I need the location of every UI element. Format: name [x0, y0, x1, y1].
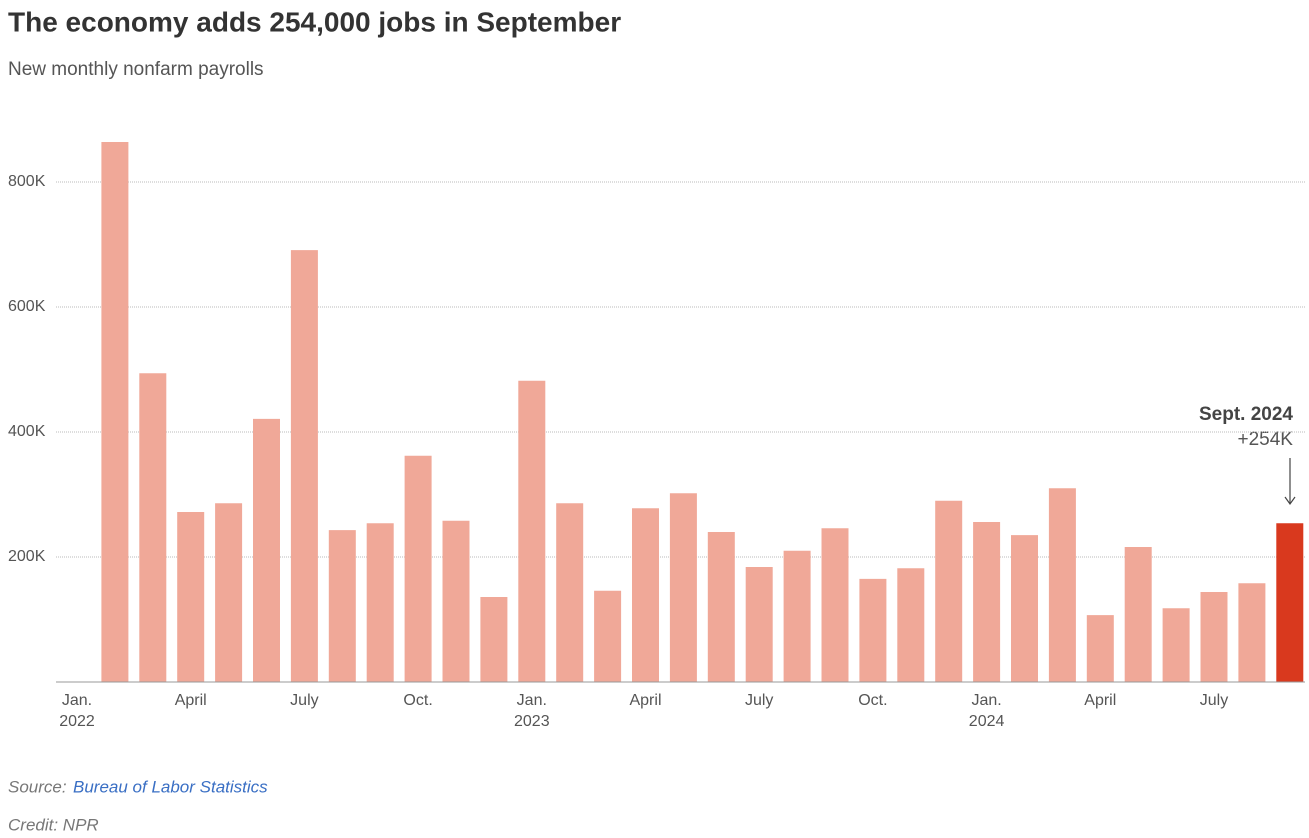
- credit: Credit: NPR: [8, 815, 99, 834]
- bar: [1238, 583, 1266, 682]
- x-tick-label: Jan.: [62, 692, 92, 709]
- x-tick-label: Oct.: [858, 692, 887, 709]
- chart-title: The economy adds 254,000 jobs in Septemb…: [8, 6, 621, 37]
- x-tick-label: Jan.: [971, 692, 1001, 709]
- bar: [404, 455, 432, 682]
- x-tick-label: April: [629, 692, 661, 709]
- bar: [1086, 615, 1114, 682]
- source-link[interactable]: Bureau of Labor Statistics: [73, 777, 268, 796]
- annotation-arrowhead: [1284, 496, 1296, 506]
- bar: [632, 508, 659, 682]
- bar: [707, 532, 735, 682]
- x-tick-label: April: [175, 692, 207, 709]
- bar: [253, 418, 280, 682]
- bar: [859, 578, 887, 682]
- bar: [935, 500, 963, 682]
- bar: [594, 590, 622, 682]
- bar: [1124, 547, 1152, 682]
- bar: [101, 142, 129, 682]
- bar: [783, 550, 811, 682]
- bar: [139, 373, 167, 682]
- bar: [556, 503, 584, 682]
- bar: [1011, 535, 1038, 682]
- bar: [821, 528, 849, 682]
- y-tick-label: 800K: [8, 173, 46, 190]
- bar: [1200, 592, 1228, 682]
- annotation-title: Sept. 2024: [1199, 404, 1293, 425]
- bar: [480, 597, 508, 682]
- y-tick-label: 600K: [8, 298, 46, 315]
- y-tick-label: 200K: [8, 548, 46, 565]
- x-tick-label: Jan.: [517, 692, 547, 709]
- bar: [215, 503, 243, 682]
- bar: [442, 520, 470, 682]
- x-tick-label: July: [745, 692, 773, 709]
- x-tick-year: 2022: [59, 713, 95, 730]
- annotation-text: +254K: [1238, 429, 1294, 450]
- x-tick-label: April: [1084, 692, 1116, 709]
- bar: [328, 530, 356, 682]
- bar: [669, 493, 697, 682]
- bar: [973, 522, 1001, 682]
- x-tick-year: 2024: [969, 713, 1005, 730]
- chart-subtitle: New monthly nonfarm payrolls: [8, 59, 264, 80]
- x-tick-label: Oct.: [403, 692, 432, 709]
- bar: [518, 380, 546, 682]
- x-tick-label: July: [1200, 692, 1228, 709]
- bar: [1276, 523, 1304, 682]
- bar: [177, 512, 205, 682]
- source-label: Source:: [8, 777, 67, 796]
- bar: [897, 568, 925, 682]
- y-tick-label: 400K: [8, 423, 46, 440]
- bar: [1048, 488, 1076, 682]
- x-tick-label: July: [290, 692, 318, 709]
- bar: [366, 523, 394, 682]
- bar: [290, 250, 318, 682]
- bar: [745, 567, 773, 682]
- x-tick-year: 2023: [514, 713, 550, 730]
- bar: [1162, 608, 1190, 682]
